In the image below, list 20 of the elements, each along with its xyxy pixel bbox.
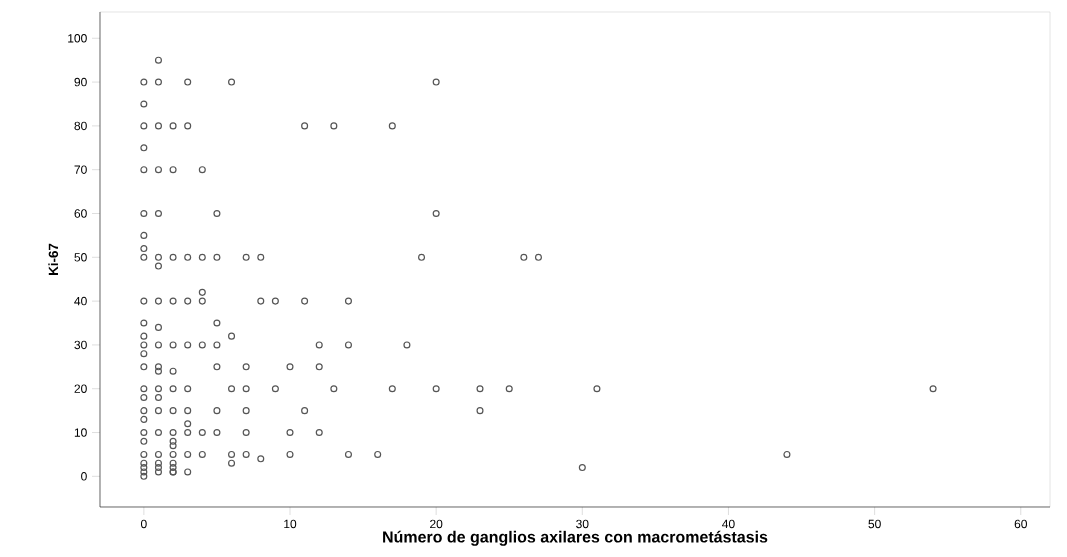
x-tick-label: 50	[868, 519, 881, 529]
y-tick-label: 50	[74, 253, 87, 262]
x-tick-label: 60	[1014, 519, 1027, 529]
y-tick-label: 100	[68, 34, 87, 43]
y-tick-label: 90	[74, 77, 87, 87]
y-tick-label: 30	[74, 340, 87, 350]
x-tick-label: 30	[576, 519, 589, 529]
y-tick-label: 0	[81, 472, 87, 481]
x-axis-title: Número de ganglios axilares con macrometástasis	[383, 530, 768, 546]
y-tick-label: 70	[74, 165, 87, 174]
y-tick-label: 60	[74, 209, 87, 218]
y-tick-label: 80	[74, 121, 87, 131]
y-tick-label: 20	[74, 384, 87, 393]
x-tick-label: 20	[430, 519, 443, 529]
x-tick-label: 0	[140, 519, 147, 529]
x-tick-label: 40	[722, 519, 735, 529]
y-axis-title: Ki-67	[48, 243, 59, 275]
y-tick-label: 10	[74, 428, 87, 437]
y-tick-label: 40	[74, 296, 87, 306]
x-tick-label: 10	[284, 519, 297, 529]
